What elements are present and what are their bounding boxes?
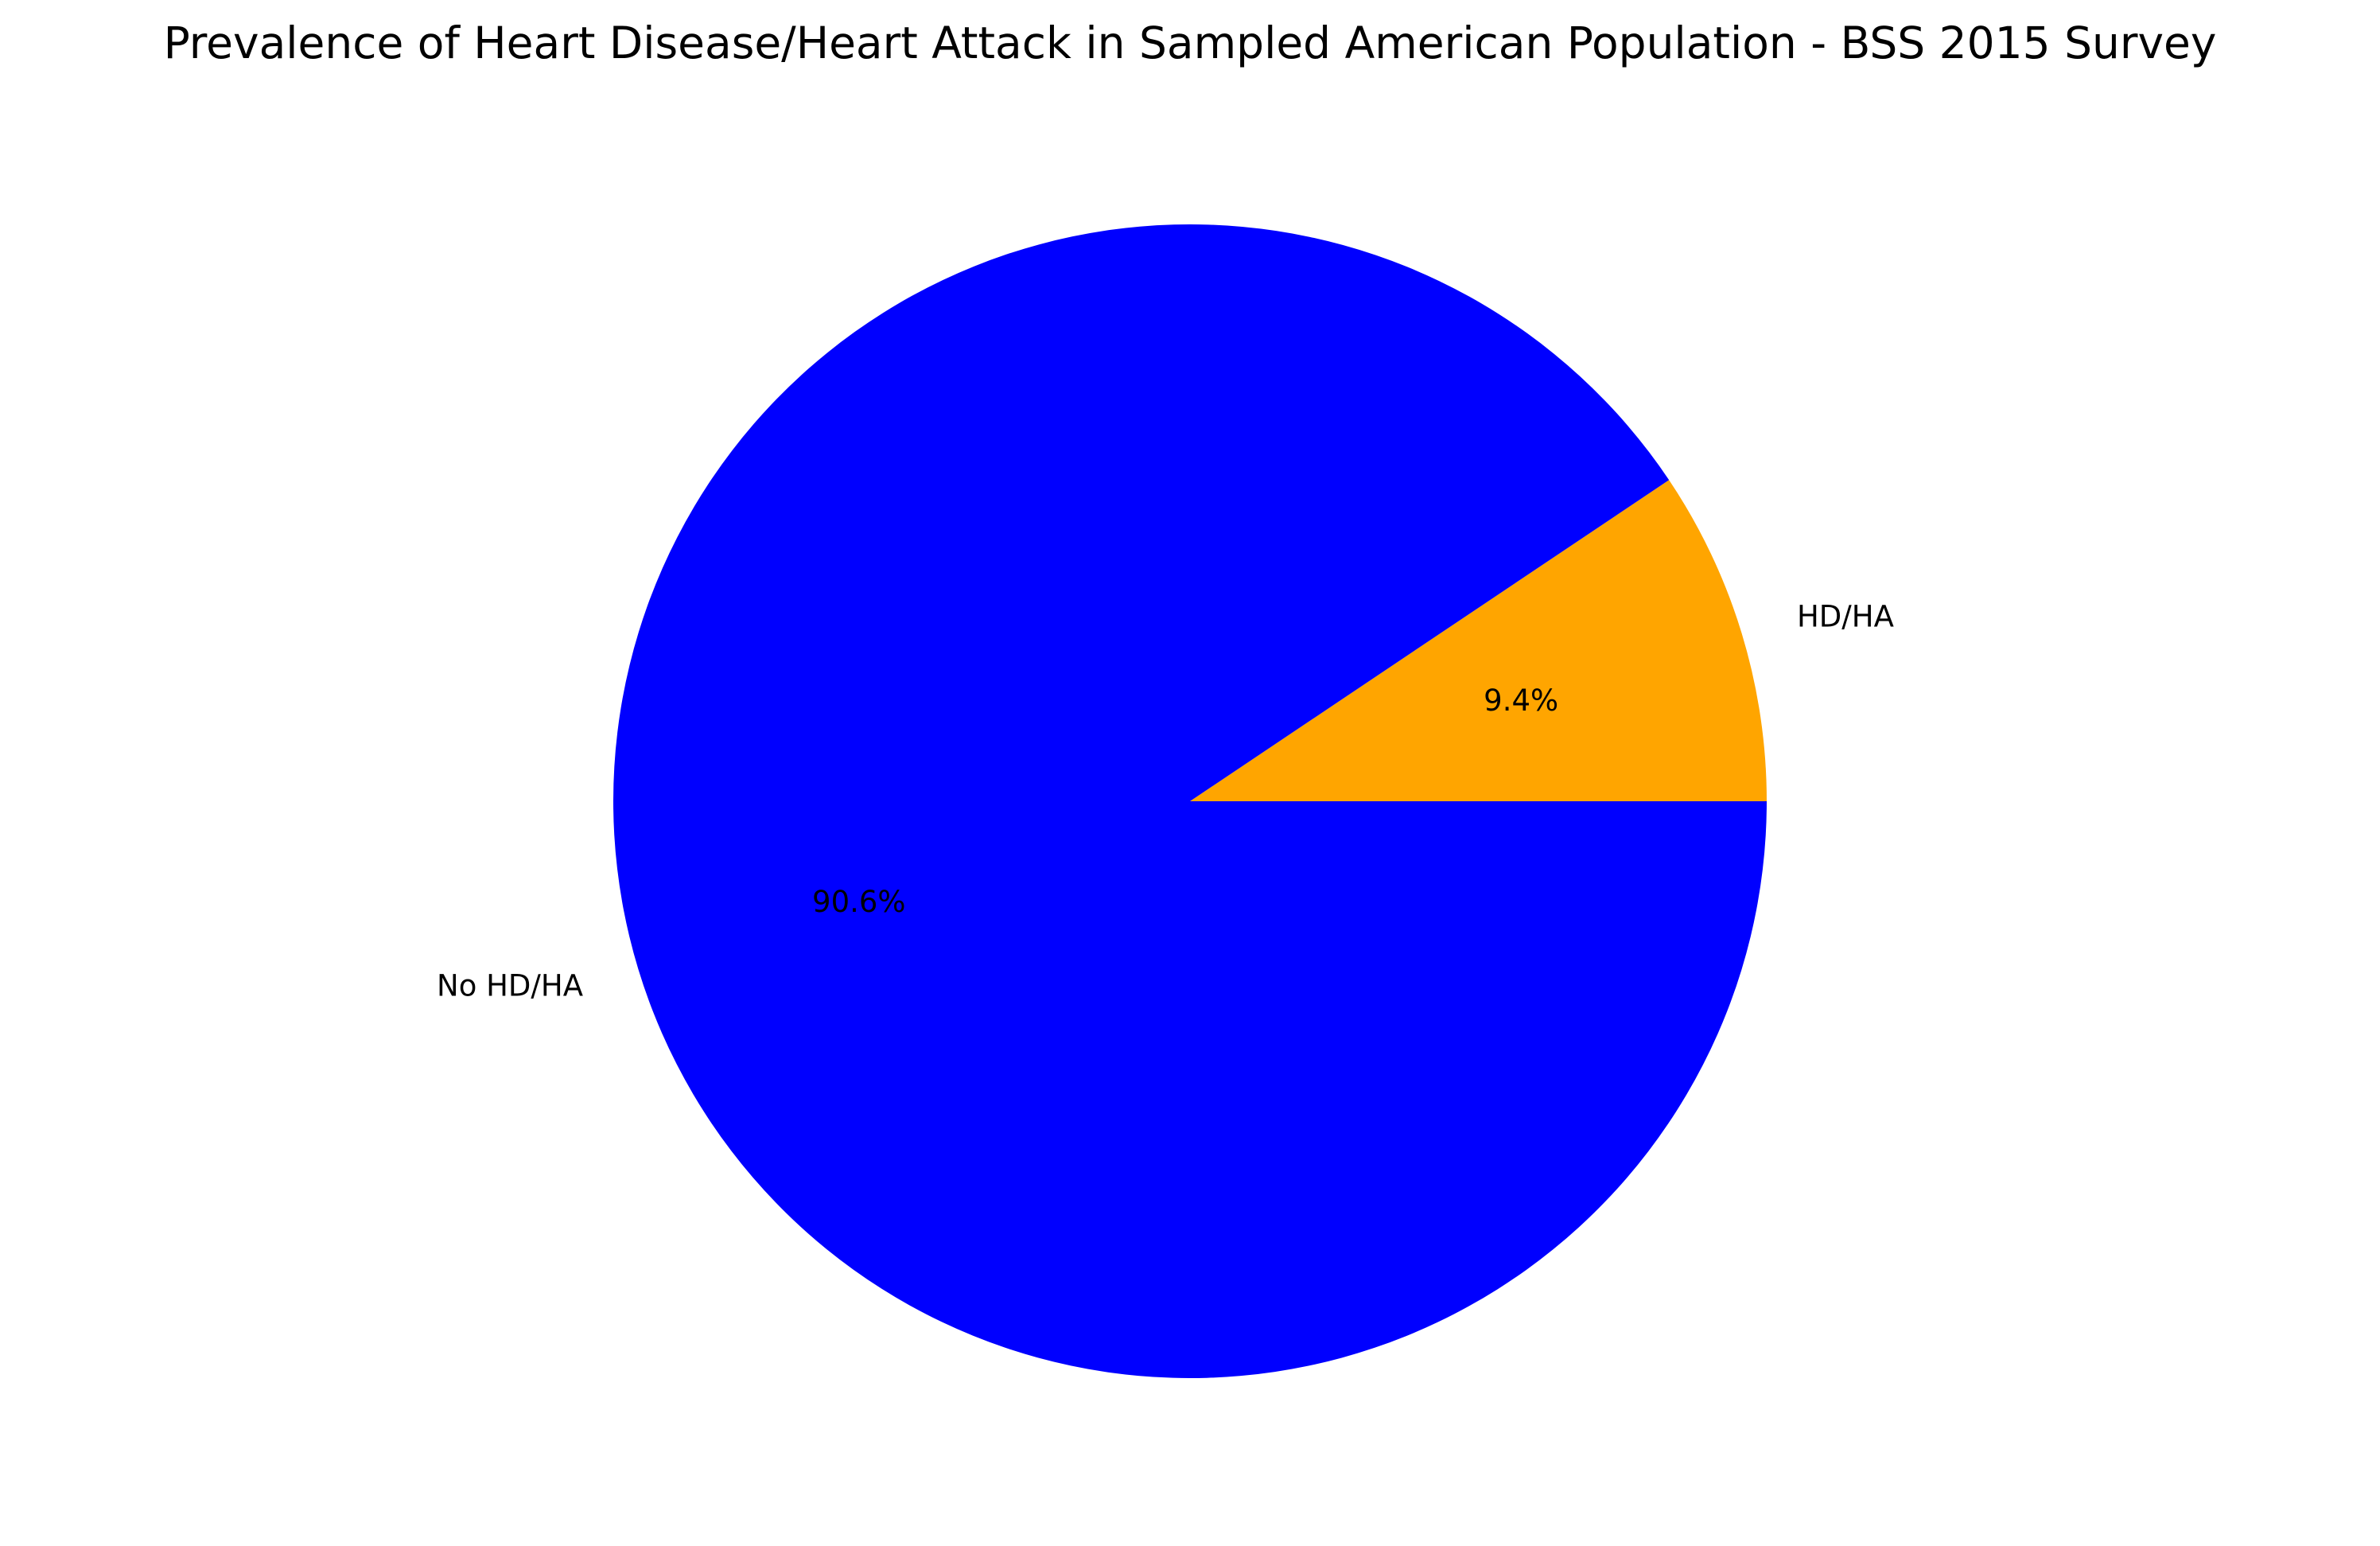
chart-title: Prevalence of Heart Disease/Heart Attack… xyxy=(164,18,2217,68)
pie-slice-no-hd-ha xyxy=(613,224,1768,1378)
pct-label-hd-ha: 9.4% xyxy=(1484,683,1558,718)
pie-slice-hd-ha xyxy=(1190,480,1767,801)
pie-group: HD/HA 9.4% No HD/HA 90.6% xyxy=(437,224,1894,1378)
slice-label-no-hd-ha: No HD/HA xyxy=(437,969,583,1003)
slice-label-hd-ha: HD/HA xyxy=(1797,599,1894,633)
pct-label-no-hd-ha: 90.6% xyxy=(812,885,906,919)
